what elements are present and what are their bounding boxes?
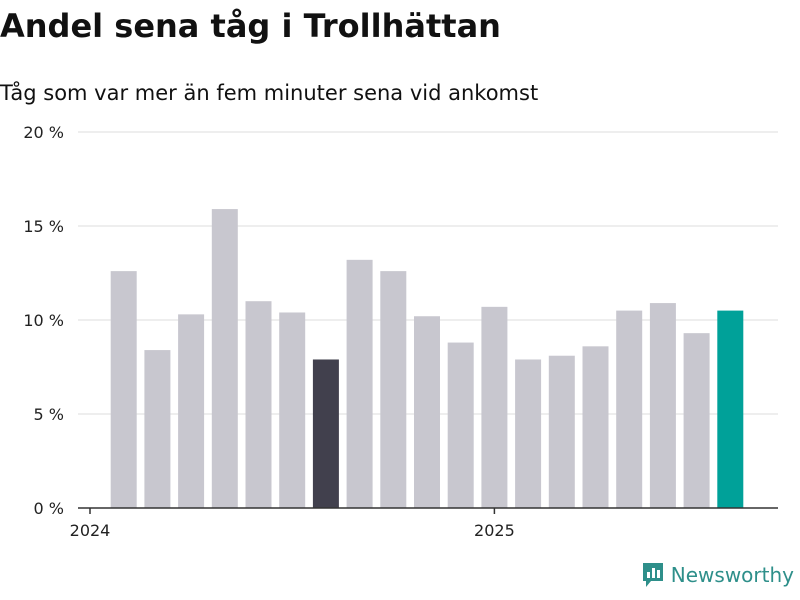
bar <box>178 314 205 508</box>
y-tick-label: 10 % <box>23 311 64 330</box>
brand-logo[interactable]: Newsworthy <box>641 560 794 590</box>
y-tick-label: 20 % <box>23 123 64 142</box>
bar <box>380 271 407 508</box>
y-tick-label: 0 % <box>34 499 64 518</box>
bar <box>515 359 542 508</box>
bar <box>279 312 306 508</box>
chart-subtitle: Tåg som var mer än fem minuter sena vid … <box>0 81 539 105</box>
bar <box>144 350 171 508</box>
bar <box>548 355 575 508</box>
bar <box>481 306 508 508</box>
bar <box>312 359 339 508</box>
x-tick-label: 2025 <box>474 521 515 540</box>
bar <box>110 271 137 508</box>
bar-layer <box>110 209 744 508</box>
newsworthy-chart-logo-icon <box>642 563 663 587</box>
bar <box>582 346 609 508</box>
bar <box>717 310 744 508</box>
x-tick-label: 2024 <box>70 521 111 540</box>
y-tick-label: 5 % <box>34 405 64 424</box>
brand-name: Newsworthy <box>670 563 794 587</box>
bar <box>649 303 676 508</box>
bar <box>245 301 272 508</box>
y-tick-label: 15 % <box>23 217 64 236</box>
bar <box>346 259 373 508</box>
bar <box>447 342 474 508</box>
chart-title: Andel sena tåg i Trollhättan <box>0 7 501 45</box>
bar <box>616 310 643 508</box>
bar <box>211 209 238 508</box>
bar <box>683 333 710 508</box>
bar <box>414 316 440 508</box>
axis-layer: 0 % 5 % 10 % 15 % 20 % 2024 2025 <box>23 123 778 540</box>
